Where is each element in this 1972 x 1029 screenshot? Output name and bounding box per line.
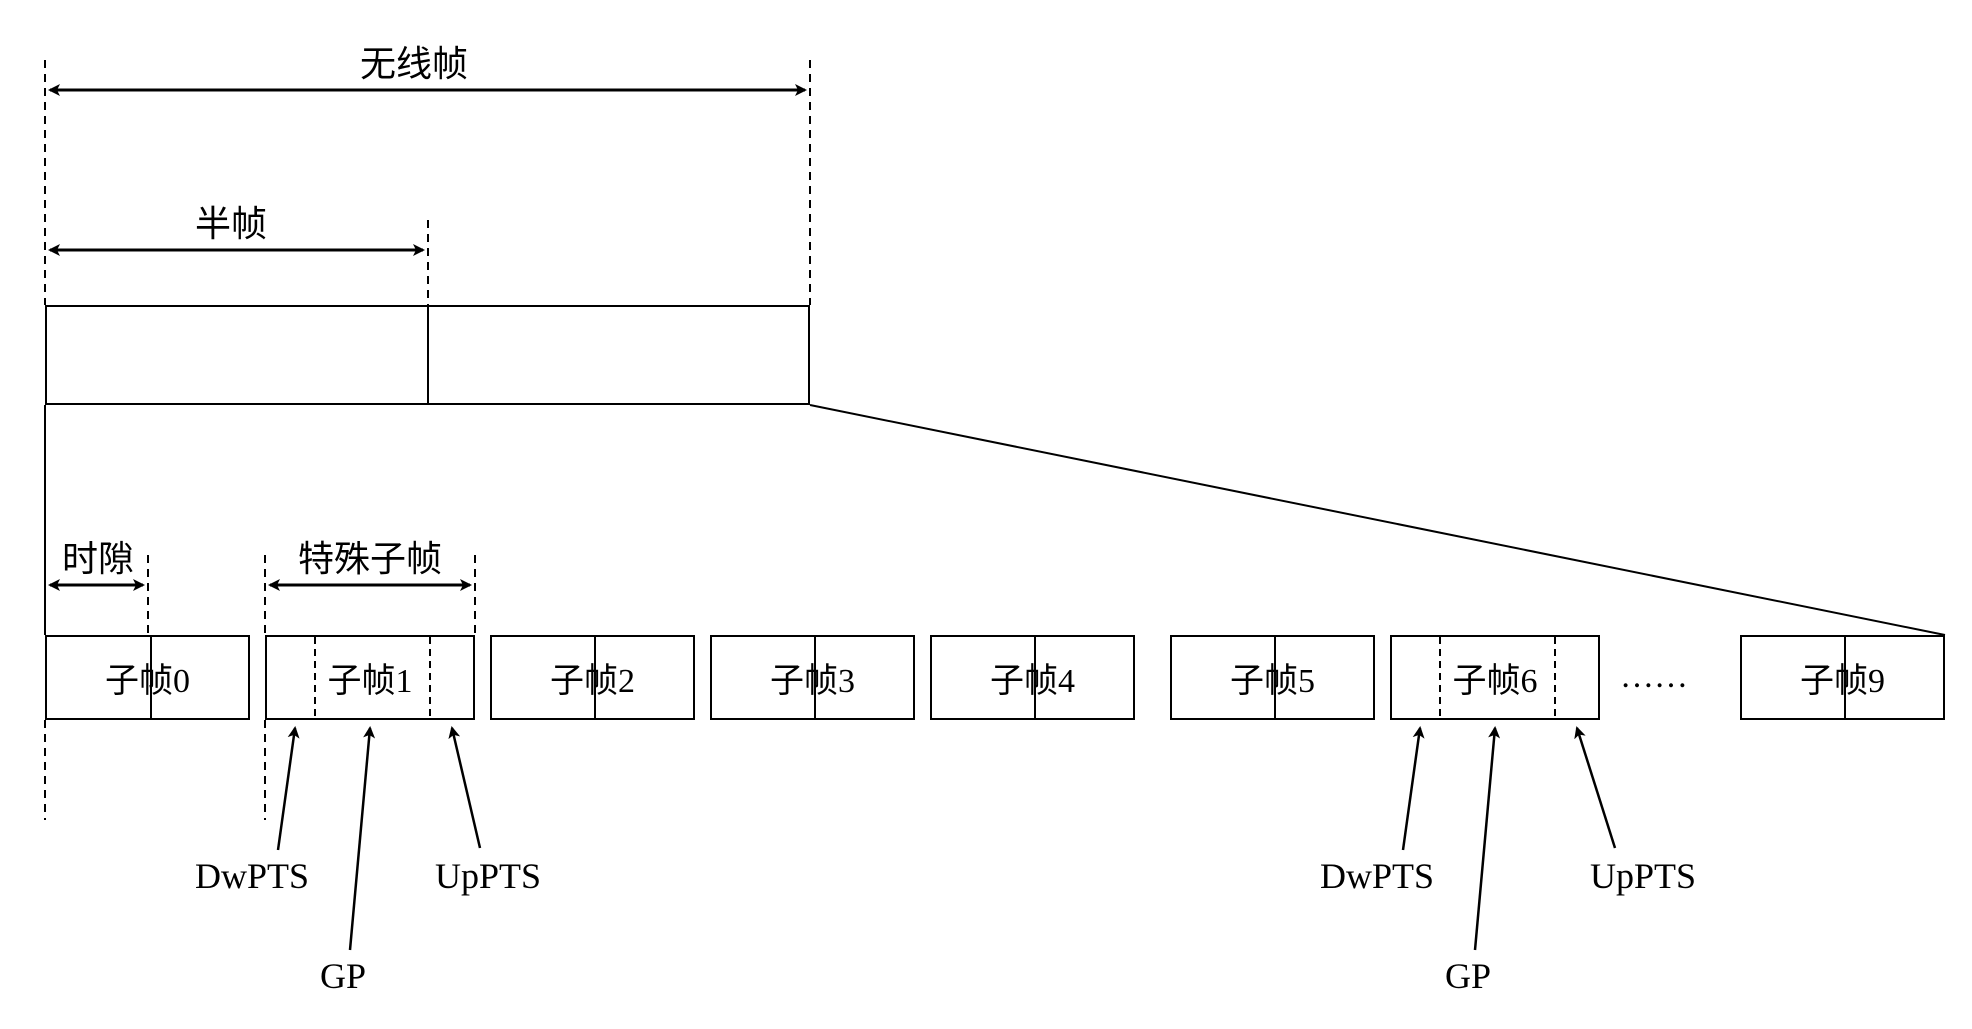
slot-divider	[594, 637, 596, 718]
label-gp-left: GP	[320, 955, 366, 997]
subframe-9: 子帧9	[1740, 635, 1945, 720]
subframe-label: 子帧9	[1800, 653, 1885, 702]
slot-divider	[814, 637, 816, 718]
subframe-label: 子帧0	[105, 653, 190, 702]
label-half-frame: 半帧	[195, 195, 267, 247]
label-special-subframe: 特殊子帧	[298, 530, 442, 582]
subframe-0: 子帧0	[45, 635, 250, 720]
slot-divider	[1844, 637, 1846, 718]
ellipsis: ……	[1620, 658, 1688, 696]
subframe-6: 子帧6	[1390, 635, 1600, 720]
subframe-label: 子帧2	[550, 653, 635, 702]
subframe-label: 子帧6	[1453, 653, 1538, 702]
subframe-label: 子帧5	[1230, 653, 1315, 702]
label-time-slot: 时隙	[62, 530, 134, 582]
slot-divider	[1274, 637, 1276, 718]
label-gp-right: GP	[1445, 955, 1491, 997]
subframe-label: 子帧3	[770, 653, 855, 702]
label-radio-frame: 无线帧	[360, 35, 468, 87]
subframe-label: 子帧4	[990, 653, 1075, 702]
label-dwpts-left: DwPTS	[195, 855, 309, 897]
subframe-2: 子帧2	[490, 635, 695, 720]
subframe-1: 子帧1	[265, 635, 475, 720]
frame-structure-diagram: 无线帧 半帧 时隙 特殊子帧 子帧0 子帧1 子帧2 子帧3 子帧4 子帧5 子…	[20, 20, 1972, 1009]
slot-divider	[1034, 637, 1036, 718]
subframe-5: 子帧5	[1170, 635, 1375, 720]
subframe-4: 子帧4	[930, 635, 1135, 720]
subframe-3: 子帧3	[710, 635, 915, 720]
slot-divider	[150, 637, 152, 718]
label-dwpts-right: DwPTS	[1320, 855, 1434, 897]
subframe-label: 子帧1	[328, 653, 413, 702]
radio-frame-box	[45, 305, 810, 405]
label-uppts-right: UpPTS	[1590, 855, 1696, 897]
label-uppts-left: UpPTS	[435, 855, 541, 897]
